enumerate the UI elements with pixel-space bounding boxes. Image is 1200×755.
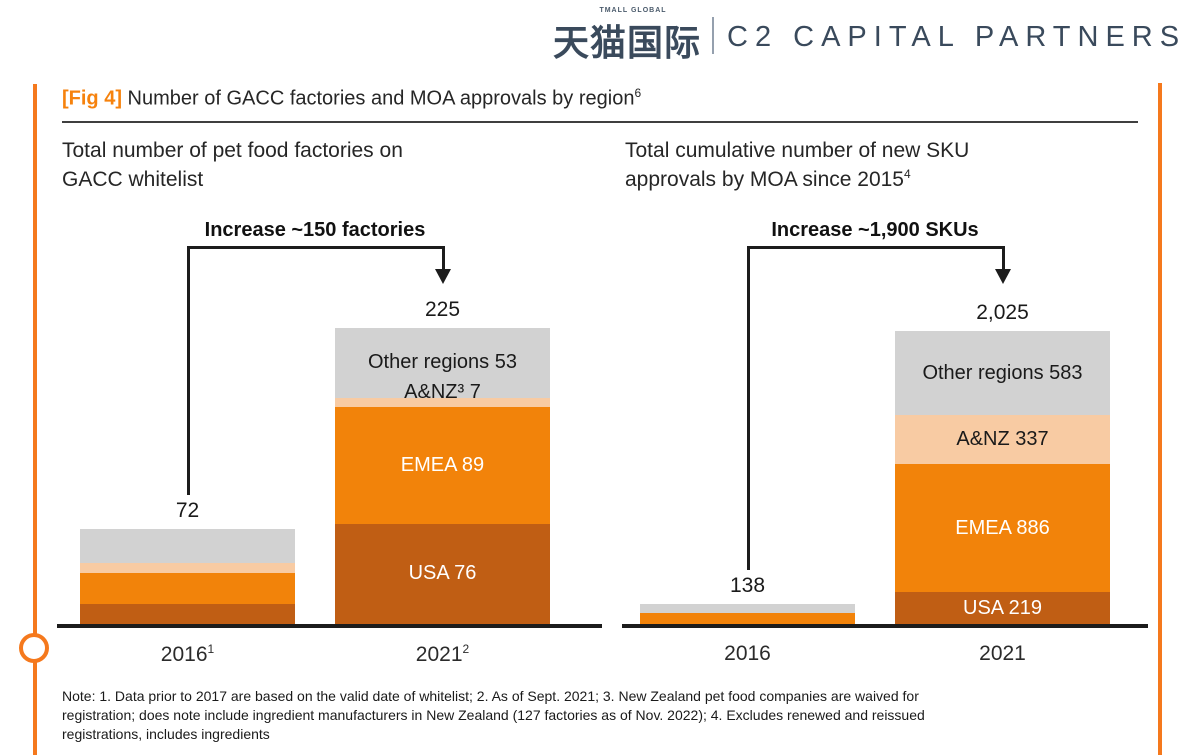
bar-total-label: 72 — [175, 499, 200, 523]
bar-segment-other-regions — [80, 529, 295, 564]
bar-segment-other-regions: Other regions 583 — [895, 331, 1110, 416]
tmall-global-small-label: TMALL GLOBAL — [599, 7, 667, 14]
bracket-horizontal-line — [747, 246, 1005, 249]
left-chart-subtitle: Total number of pet food factories on GA… — [62, 137, 403, 195]
timeline-circle-icon — [19, 633, 49, 663]
bar-total-label: 2,025 — [976, 301, 1029, 324]
bar-segment-a-nz: A&NZ³ 7 — [335, 381, 550, 407]
subtitle-line: Total cumulative number of new SKU — [625, 139, 970, 162]
increase-annotation: Increase ~1,900 SKUs — [771, 219, 979, 241]
footnote-line: Note: 1. Data prior to 2017 are based on… — [62, 688, 919, 704]
bar-segment-label: A&NZ³ 7 — [404, 380, 481, 403]
x-axis — [622, 624, 1148, 628]
bar-skus-2016 — [640, 604, 855, 624]
footnote-line: registrations, includes ingredients — [62, 726, 270, 743]
tmall-global-cn-logo: 天猫国际 — [553, 22, 702, 63]
bracket-horizontal-line — [187, 246, 445, 249]
arrow-down-icon — [434, 269, 451, 284]
bar-factories-2021: Other regions 53 A&NZ³ 7 EMEA 89 USA 76 — [335, 328, 550, 624]
figure-title: [Fig 4] Number of GACC factories and MOA… — [62, 86, 641, 111]
bracket-left-vertical-line — [186, 246, 190, 496]
footnote-line: registration; does note include ingredie… — [62, 707, 925, 724]
bar-segment-usa: USA 76 — [335, 524, 550, 624]
bar-segment-label: Other regions 583 — [922, 361, 1083, 384]
bar-segment-emea — [640, 613, 855, 624]
bar-segment-emea: EMEA 886 — [895, 464, 1110, 593]
bar-segment-a-nz — [80, 563, 295, 573]
bar-total-label: 138 — [729, 574, 766, 598]
x-axis — [57, 624, 602, 628]
left-accent-line — [33, 84, 37, 755]
title-underline — [62, 121, 1138, 123]
bracket-right-vertical-line — [1001, 246, 1005, 270]
logo-divider — [712, 17, 714, 54]
x-axis-label: 2016 — [724, 642, 771, 665]
bar-skus-2021: Other regions 583 A&NZ 337 EMEA 886 USA 219 — [895, 331, 1110, 624]
bar-segment-emea — [80, 572, 295, 605]
bar-segment-a-nz: A&NZ 337 — [895, 415, 1110, 465]
x-axis-label: 2021 — [979, 642, 1026, 665]
bar-segment-label: Other regions 53 — [368, 351, 517, 374]
bracket-right-vertical-line — [441, 246, 445, 270]
x-axis-label: 20212 — [415, 642, 470, 666]
footnote: Note: 1. Data prior to 2017 are based on… — [62, 687, 925, 745]
bar-segment-label: EMEA 886 — [955, 516, 1050, 539]
bar-segment-other-regions — [640, 604, 855, 613]
bracket-left-vertical-line — [746, 246, 750, 571]
subtitle-line: approvals by MOA since 20154 — [625, 166, 911, 191]
increase-annotation: Increase ~150 factories — [204, 219, 426, 241]
arrow-down-icon — [994, 269, 1011, 284]
c2-capital-partners-logo: C2 CAPITAL PARTNERS — [727, 21, 1187, 53]
bar-segment-usa: USA 219 — [895, 592, 1110, 624]
right-chart-subtitle: Total cumulative number of new SKU appro… — [625, 137, 969, 195]
x-axis-label: 20161 — [160, 642, 215, 666]
bar-segment-label: USA 219 — [963, 596, 1042, 619]
figure-title-superscript: 6 — [634, 86, 642, 100]
bar-segment-other-regions: Other regions 53 — [335, 328, 550, 398]
bar-segment-label: A&NZ 337 — [956, 428, 1049, 451]
bar-segment-label: USA 76 — [408, 562, 477, 585]
figure-title-text: Number of GACC factories and MOA approva… — [122, 87, 635, 110]
bar-segment-emea: EMEA 89 — [335, 406, 550, 524]
subtitle-line: Total number of pet food factories on — [62, 139, 403, 162]
bar-factories-2016 — [80, 529, 295, 624]
bar-segment-label: EMEA 89 — [400, 453, 485, 476]
figure-tag: [Fig 4] — [62, 87, 122, 110]
bar-total-label: 225 — [424, 298, 461, 321]
bar-segment-usa — [80, 604, 295, 624]
right-accent-line — [1158, 83, 1162, 755]
subtitle-line: GACC whitelist — [62, 167, 204, 191]
